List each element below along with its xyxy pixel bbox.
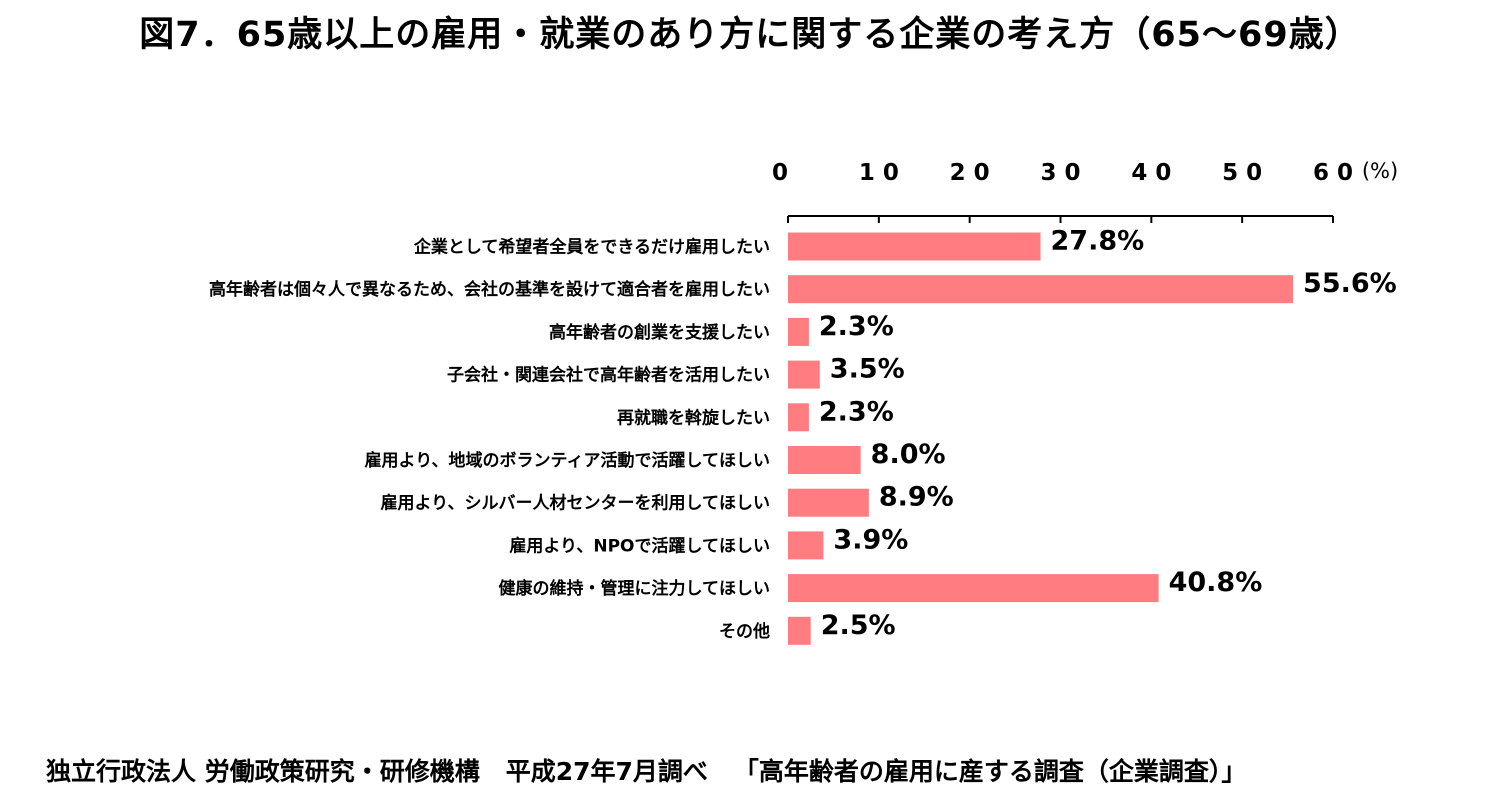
bar [788,275,1294,304]
x-tick-label: 1 0 [859,160,899,186]
x-tick-label: 5 0 [1222,160,1262,186]
category-label: 子会社・関連会社で高年齢者を活用したい [447,365,770,386]
chart-title: 図7．65歳以上の雇用・就業のあり方に関する企業の考え方（65～69歳） [139,15,1361,55]
data-label: 3.9% [833,524,908,555]
x-tick-label: 4 0 [1131,160,1171,186]
data-label: 8.9% [879,482,954,513]
category-label: 高年齢者の創業を支援したい [549,322,770,343]
data-label: 2.3% [819,311,894,342]
category-label: 健康の維持・管理に注力してほしい [499,578,771,599]
data-label: 2.3% [819,396,894,427]
bar [788,232,1041,261]
x-tick-label: 3 0 [1040,160,1080,186]
bar [788,574,1159,603]
data-label: 8.0% [871,439,946,470]
source-date: 平成27年7月調べ [505,757,708,786]
x-unit-label: (%) [1362,159,1398,183]
bar [788,616,811,645]
category-label: 雇用より、地域のボランティア活動で活躍してほしい [365,450,770,471]
data-label: 2.5% [821,610,896,641]
category-labels: 企業として希望者全員をできるだけ雇用したい高年齢者は個々人で異なるため、会社の基… [209,237,770,642]
category-label: 高年齢者は個々人で異なるため、会社の基準を設けて適合者を雇用したい [209,279,770,300]
category-label: 企業として希望者全員をできるだけ雇用したい [413,237,770,258]
bars [788,232,1294,645]
source-survey: 「高年齢者の雇用に産する調査（企業調査）」 [733,757,1247,786]
category-label: 再就職を斡旋したい [617,407,770,428]
bar [788,360,820,389]
data-label: 55.6% [1303,268,1397,299]
source-note: 独立行政法人 労働政策研究・研修機構 平成27年7月調べ 「高年齢者の雇用に産する調… [46,752,1486,788]
data-label: 27.8% [1051,226,1145,257]
bar [788,317,809,346]
bar [788,403,809,432]
bar [788,446,861,474]
bar [788,531,824,560]
data-label: 40.8% [1169,567,1263,598]
category-label: 雇用より、NPOで活躍してほしい [509,535,770,556]
bar [788,488,869,517]
x-tick-label: 6 0 [1313,160,1353,186]
category-label: 雇用より、シルバー人材センターを利用してほしい [381,493,770,514]
value-labels: 27.8% 55.6% 2.3% 3.5% 2.3% 8.0% 8.9% 3.9% 40.8% 2… [819,226,1397,641]
source-organization: 独立行政法人 労働政策研究・研修機構 [46,757,480,786]
x-axis: 0 1 0 2 0 3 0 4 0 5 0 6 0 (%) [772,159,1398,223]
category-label: その他 [719,621,770,642]
x-tick-label: 0 [772,160,788,186]
data-label: 3.5% [830,354,905,385]
x-tick-label: 2 0 [950,160,990,186]
